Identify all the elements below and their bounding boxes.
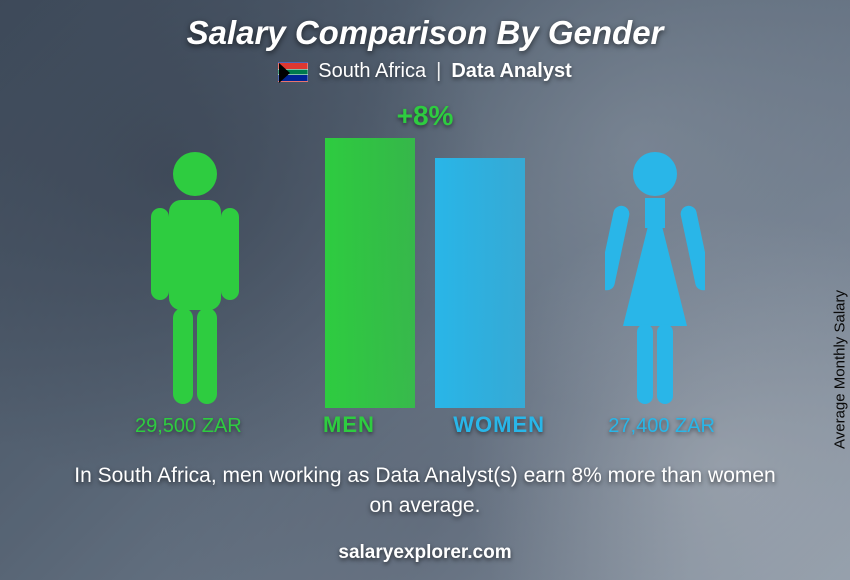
summary-text: In South Africa, men working as Data Ana…	[65, 461, 785, 520]
y-axis-label: Average Monthly Salary	[832, 290, 849, 449]
male-figure-icon	[145, 148, 245, 408]
female-figure-icon	[605, 148, 705, 408]
delta-badge: +8%	[397, 100, 454, 132]
male-bar	[325, 138, 415, 408]
page-title: Salary Comparison By Gender	[0, 0, 850, 52]
infographic-content: Salary Comparison By Gender South Africa…	[0, 0, 850, 580]
subtitle-row: South Africa | Data Analyst	[0, 60, 850, 83]
footer-source: salaryexplorer.com	[338, 542, 511, 564]
male-salary-value: 29,500 ZAR	[135, 415, 242, 438]
female-salary-value: 27,400 ZAR	[608, 415, 715, 438]
job-title: Data Analyst	[451, 60, 571, 83]
male-bar-label: MEN	[323, 412, 375, 438]
female-bar	[435, 158, 525, 408]
chart-area: +8% 29,500 ZAR	[105, 100, 745, 440]
south-africa-flag-icon	[278, 62, 308, 82]
separator: |	[436, 60, 441, 83]
country-label: South Africa	[318, 60, 426, 83]
female-bar-label: WOMEN	[453, 412, 545, 438]
